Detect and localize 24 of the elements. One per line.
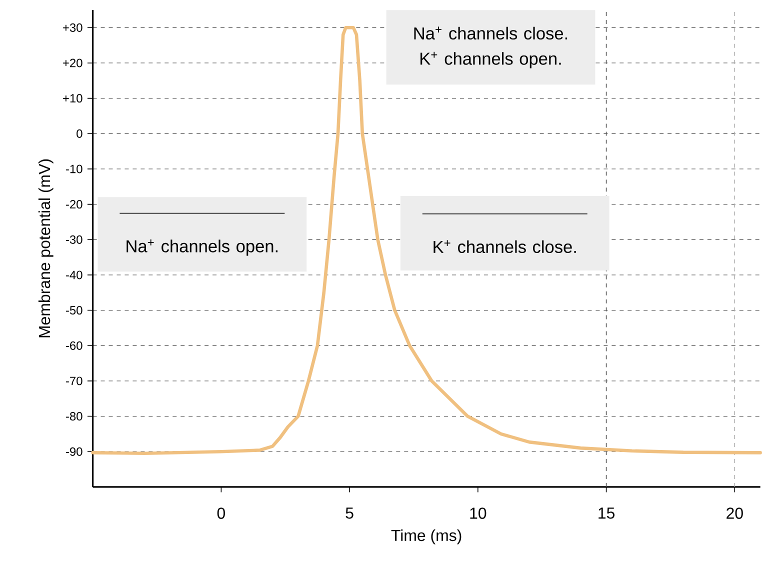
y-tick-label: -50	[66, 306, 82, 315]
x-tick-label: 5	[346, 508, 354, 519]
x-tick-label: 20	[726, 508, 743, 519]
annotation: K$^{+}$ channels close.	[434, 240, 576, 254]
y-tick-label: -80	[66, 412, 82, 421]
line-series	[91, 26, 762, 456]
x-tick-label: 0	[217, 508, 225, 519]
y-tick-label: -90	[66, 447, 82, 456]
annotation: Na$^{+}$ channels open.	[126, 240, 278, 256]
x-axis-title: Time (ms)	[391, 529, 462, 544]
x-tick-label: 15	[598, 508, 614, 519]
y-tick-label: -40	[66, 270, 82, 280]
y-tick-label: -70	[66, 376, 82, 386]
y-tick-label: -60	[66, 341, 82, 350]
y-axis-title: Membrane potential (mV)	[38, 160, 54, 338]
y-tick-label: -20	[66, 200, 82, 209]
y-tick-label: +10	[63, 94, 82, 103]
y-tick-label: -10	[66, 164, 82, 174]
y-tick-label: -30	[66, 235, 82, 244]
y-tick-label: +30	[63, 24, 82, 32]
y-tick-label: 0	[76, 129, 82, 138]
text: Na$^{+}$ channels close. K$^{+}$ channels open.	[414, 26, 568, 68]
x-tick-label: 10	[470, 508, 486, 519]
y-tick-label: +20	[63, 58, 82, 68]
